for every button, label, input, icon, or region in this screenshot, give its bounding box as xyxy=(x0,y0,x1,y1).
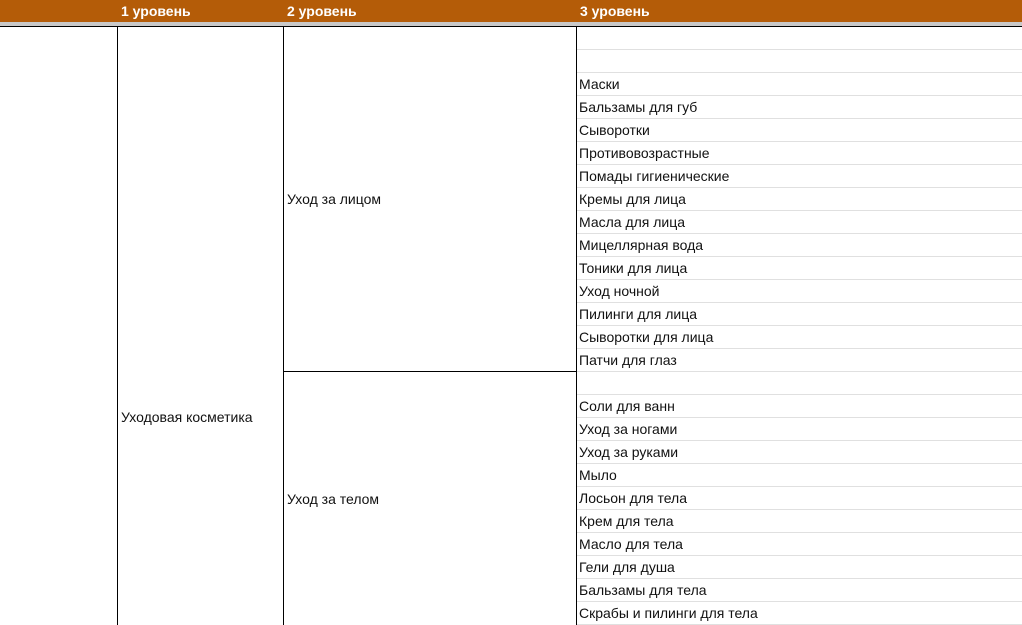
column-border xyxy=(117,27,118,625)
level3-row[interactable]: Мицеллярная вода xyxy=(577,234,1022,257)
level1-label: Уходовая косметика xyxy=(121,409,253,425)
level3-row[interactable]: Противовозрастные xyxy=(577,142,1022,165)
level2-label: Уход за телом xyxy=(287,490,380,507)
level3-row[interactable]: Скрабы и пилинги для тела xyxy=(577,602,1022,625)
level3-row[interactable]: Тоники для лица xyxy=(577,257,1022,280)
level3-row[interactable]: Уход за руками xyxy=(577,441,1022,464)
level3-row[interactable] xyxy=(577,50,1022,73)
level2-label: Уход за лицом xyxy=(287,191,382,207)
level3-row[interactable]: Бальзамы для губ xyxy=(577,96,1022,119)
level1-cell[interactable]: Уходовая косметика xyxy=(121,27,281,625)
level3-row[interactable]: Масла для лица xyxy=(577,211,1022,234)
header-row: 1 уровень 2 уровень 3 уровень xyxy=(0,0,1022,22)
level3-row[interactable] xyxy=(577,27,1022,50)
level3-row[interactable]: Масло для тела xyxy=(577,533,1022,556)
column-border xyxy=(283,27,284,625)
level3-row[interactable]: Помады гигиенические xyxy=(577,165,1022,188)
level3-row[interactable]: Кремы для лица xyxy=(577,188,1022,211)
level3-row[interactable]: Уход за ногами xyxy=(577,418,1022,441)
level3-row[interactable]: Патчи для глаз xyxy=(577,349,1022,372)
header-level-2: 2 уровень xyxy=(287,3,357,19)
header-divider xyxy=(0,22,1022,27)
level3-row[interactable]: Пилинги для лица xyxy=(577,303,1022,326)
header-level-1: 1 уровень xyxy=(121,3,191,19)
level3-row[interactable]: Гели для душа xyxy=(577,556,1022,579)
header-level-3: 3 уровень xyxy=(580,3,650,19)
level3-row[interactable] xyxy=(577,372,1022,395)
level3-row[interactable]: Уход ночной xyxy=(577,280,1022,303)
level3-row[interactable]: Маски xyxy=(577,73,1022,96)
level3-row[interactable]: Сыворотки для лица xyxy=(577,326,1022,349)
level2-cell-body[interactable]: Уход за телом xyxy=(287,372,572,625)
level3-row[interactable]: Мыло xyxy=(577,464,1022,487)
level3-row[interactable]: Соли для ванн xyxy=(577,395,1022,418)
level3-row[interactable]: Бальзамы для тела xyxy=(577,579,1022,602)
level2-cell-face[interactable]: Уход за лицом xyxy=(287,27,572,371)
level3-row[interactable]: Крем для тела xyxy=(577,510,1022,533)
level3-row[interactable]: Лосьон для тела xyxy=(577,487,1022,510)
level3-row[interactable]: Сыворотки xyxy=(577,119,1022,142)
column-border xyxy=(576,27,577,625)
